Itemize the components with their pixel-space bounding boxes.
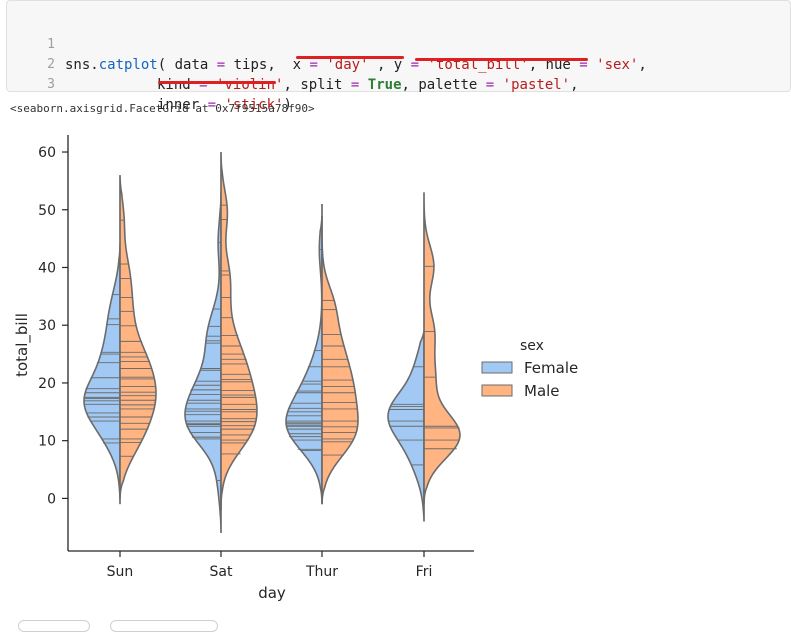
code-text: inner = 'stick') (157, 97, 292, 113)
violin-sat-female (184, 192, 222, 534)
line-number: 1 (47, 37, 55, 52)
code-text: sns.catplot( data = tips, x = 'day' , y … (65, 57, 647, 73)
highlight-underline-split (296, 56, 404, 59)
violin-group (83, 152, 461, 534)
highlight-underline-palette (415, 58, 588, 61)
x-axis-label: day (258, 584, 286, 602)
output-repr: <seaborn.axisgrid.FacetGrid at 0x7f9515a… (10, 102, 315, 115)
code-cell[interactable]: 1 sns.catplot( data = tips, x = 'day' , … (6, 0, 791, 113)
line-number: 3 (47, 77, 55, 92)
violin-thur-female (285, 215, 323, 505)
highlight-underline-inner (158, 81, 276, 84)
code-text: kind = 'violin', split = True, palette =… (157, 77, 579, 93)
y-tick-label: 0 (47, 491, 56, 507)
violin-sun-male (119, 175, 157, 499)
code-line-3: 3 inner = 'stick') (7, 55, 292, 113)
legend-swatch-female (481, 361, 513, 374)
y-tick-label: 40 (38, 260, 56, 276)
y-tick-label: 50 (38, 203, 56, 219)
y-tick-label: 30 (38, 318, 56, 334)
code-line-1: 1 sns.catplot( data = tips, x = 'day' , … (7, 15, 647, 73)
x-tick-label-fri: Fri (416, 564, 433, 580)
x-tick-label-sun: Sun (107, 564, 134, 580)
x-tick-label-sat: Sat (210, 564, 233, 580)
y-tick-label: 60 (38, 145, 56, 161)
bottom-tab-1[interactable] (18, 620, 90, 632)
legend-swatch-male (481, 384, 513, 397)
violin-sun-female (83, 244, 121, 505)
legend-label-female: Female (524, 359, 578, 377)
x-ticks: Sun Sat Thur Fri (107, 551, 433, 580)
violin-fri-male (423, 192, 461, 505)
line-number: 2 (47, 57, 55, 72)
y-ticks: 0 10 20 30 40 50 60 (38, 145, 68, 507)
legend-label-male: Male (524, 382, 560, 400)
y-tick-label: 20 (38, 376, 56, 392)
legend-title: sex (520, 338, 544, 354)
legend: sex Female Male (481, 338, 578, 400)
violin-thur-male (321, 203, 359, 505)
x-tick-label-thur: Thur (305, 564, 338, 580)
code-line-2: 2 kind = 'violin', split = True, palette… (7, 35, 578, 93)
bottom-tab-2[interactable] (110, 620, 218, 632)
violin-chart: 0 10 20 30 40 50 60 Sun Sat Thur Fri day total_bi… (13, 135, 578, 602)
violin-sat-male (220, 152, 258, 510)
y-tick-label: 10 (38, 434, 56, 450)
y-axis-label: total_bill (13, 313, 32, 377)
